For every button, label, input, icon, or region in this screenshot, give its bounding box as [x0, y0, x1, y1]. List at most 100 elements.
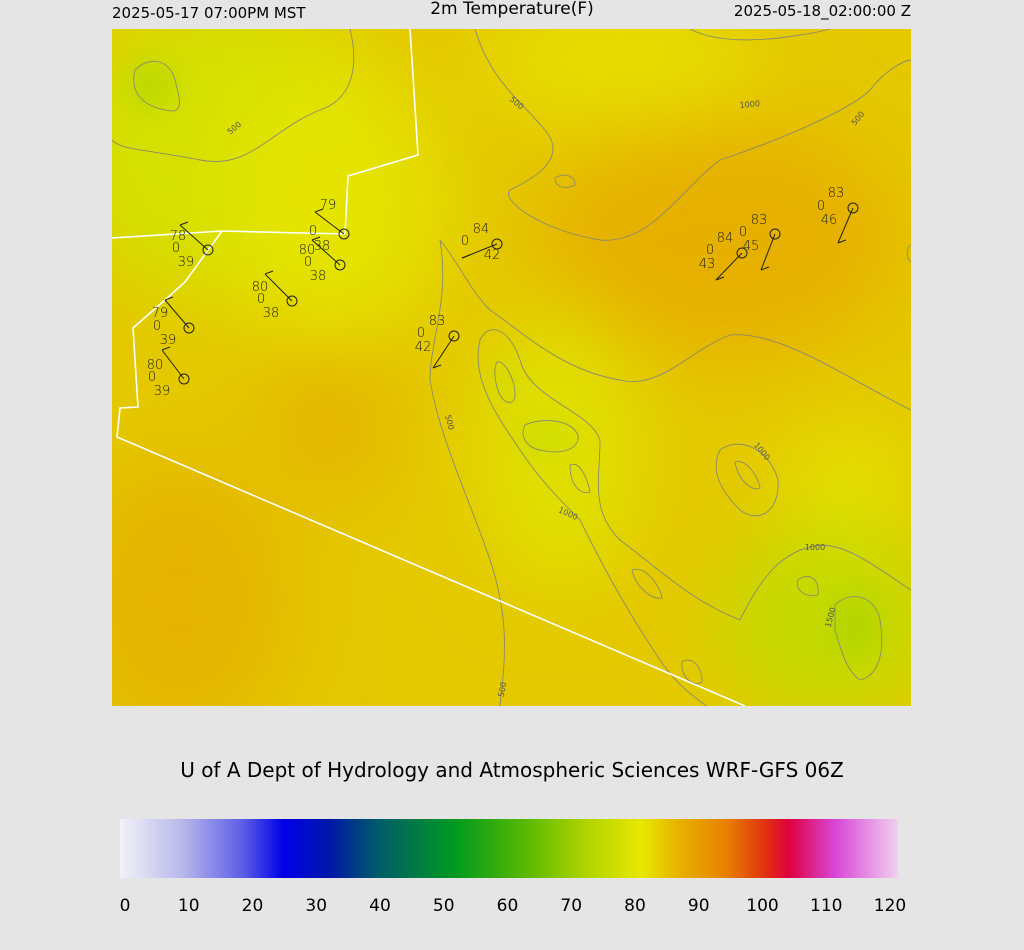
dewpoint: 39: [154, 384, 171, 399]
weather-code: 0: [417, 326, 425, 341]
colorbar: [120, 819, 898, 878]
temperature: 83: [751, 213, 768, 228]
station-circle: [183, 322, 195, 334]
weather-code: 0: [817, 199, 825, 214]
stations: 7803979038800388003879039800398404283042…: [147, 186, 859, 399]
weather-code: 0: [148, 370, 156, 385]
wind-staff: [760, 233, 776, 271]
station-circle: [491, 238, 503, 250]
colorbar-tick-label: 20: [242, 896, 264, 916]
temperature: 80: [252, 280, 269, 295]
wind-staff: [179, 224, 209, 251]
weather-code: 0: [706, 243, 714, 258]
wind-staff: [837, 207, 854, 244]
colorbar-tick-label: 70: [560, 896, 582, 916]
colorbar-tick-label: 80: [624, 896, 646, 916]
wind-barb: [314, 208, 324, 213]
contour-label: 500: [443, 414, 456, 431]
dewpoint: 42: [415, 340, 432, 355]
station: 83 045: [739, 213, 781, 271]
weather-code: 0: [304, 255, 312, 270]
contour-label: 500: [497, 681, 509, 698]
colorbar-tick-label: 40: [369, 896, 391, 916]
colorbar-tick-label: 100: [746, 896, 778, 916]
dewpoint: 38: [263, 306, 280, 321]
map-title: 2m Temperature(F): [430, 0, 594, 19]
contours: [112, 29, 911, 706]
colorbar-tick-label: 10: [178, 896, 200, 916]
wind-staff: [432, 335, 455, 369]
wind-staff: [311, 239, 341, 266]
station-circle: [202, 244, 214, 256]
dewpoint: 39: [160, 333, 177, 348]
station-circle: [286, 295, 298, 307]
weather-code: 0: [257, 292, 265, 307]
weather-code: 0: [739, 225, 747, 240]
temperature: 78: [170, 229, 187, 244]
weather-code: 0: [461, 234, 469, 249]
colorbar-tick-label: 30: [305, 896, 327, 916]
valid-time-utc: 2025-05-18_02:00:00 Z: [734, 2, 911, 21]
colorbar-tick-label: 90: [688, 896, 710, 916]
wind-staff: [264, 273, 293, 302]
dewpoint: 38: [310, 269, 327, 284]
boundaries: [112, 29, 746, 706]
temperature: 80: [299, 243, 316, 258]
weather-code: 0: [153, 319, 161, 334]
dewpoint: 45: [743, 239, 760, 254]
dewpoint: 43: [699, 257, 716, 272]
wind-barb: [311, 236, 321, 241]
wind-barb: [715, 276, 725, 281]
station-circle: [448, 330, 460, 342]
station-circle: [769, 228, 781, 240]
valid-time-local: 2025-05-17 07:00PM MST: [112, 4, 306, 22]
station: 83 042: [415, 314, 460, 369]
wind-barb: [164, 296, 174, 301]
temperature: 84: [717, 231, 734, 246]
weather-code: 0: [309, 224, 317, 239]
station-circle: [338, 228, 350, 240]
colorbar-ticks: 0 10 20 30 40 50 60 70 80 90 100 110 120: [120, 896, 907, 916]
temperature: 79: [152, 306, 169, 321]
dewpoint: 42: [484, 248, 501, 263]
colorbar-tick-label: 0: [120, 896, 131, 916]
wind-barb: [432, 364, 442, 369]
wind-barb: [179, 221, 189, 226]
dewpoint: 39: [178, 255, 195, 270]
contour-label: 1000: [805, 543, 825, 552]
station-circle: [178, 373, 190, 385]
temperature: 84: [473, 222, 490, 237]
station-circle: [736, 247, 748, 259]
wind-staff: [715, 252, 743, 281]
contour-label: 1000: [739, 99, 760, 110]
station: 84 0 42: [461, 222, 503, 263]
colorbar-tick-label: 120: [874, 896, 906, 916]
temperature: 79: [320, 198, 337, 213]
dewpoint: 38: [314, 239, 331, 254]
wind-barb: [461, 254, 471, 259]
wind-staff: [314, 211, 345, 235]
temperature: 83: [828, 186, 845, 201]
wind-staff: [164, 299, 190, 329]
colorbar-tick-label: 110: [810, 896, 842, 916]
wind-barb: [264, 270, 274, 275]
temperature: 80: [147, 358, 164, 373]
temperature: 83: [429, 314, 446, 329]
wind-barb: [161, 346, 171, 351]
wind-barb: [760, 266, 770, 271]
station-circle: [334, 259, 346, 271]
station-circle: [847, 202, 859, 214]
credit: U of A Dept of Hydrology and Atmospheric…: [180, 758, 844, 782]
wind-barb: [837, 239, 847, 244]
colorbar-tick-label: 60: [497, 896, 519, 916]
